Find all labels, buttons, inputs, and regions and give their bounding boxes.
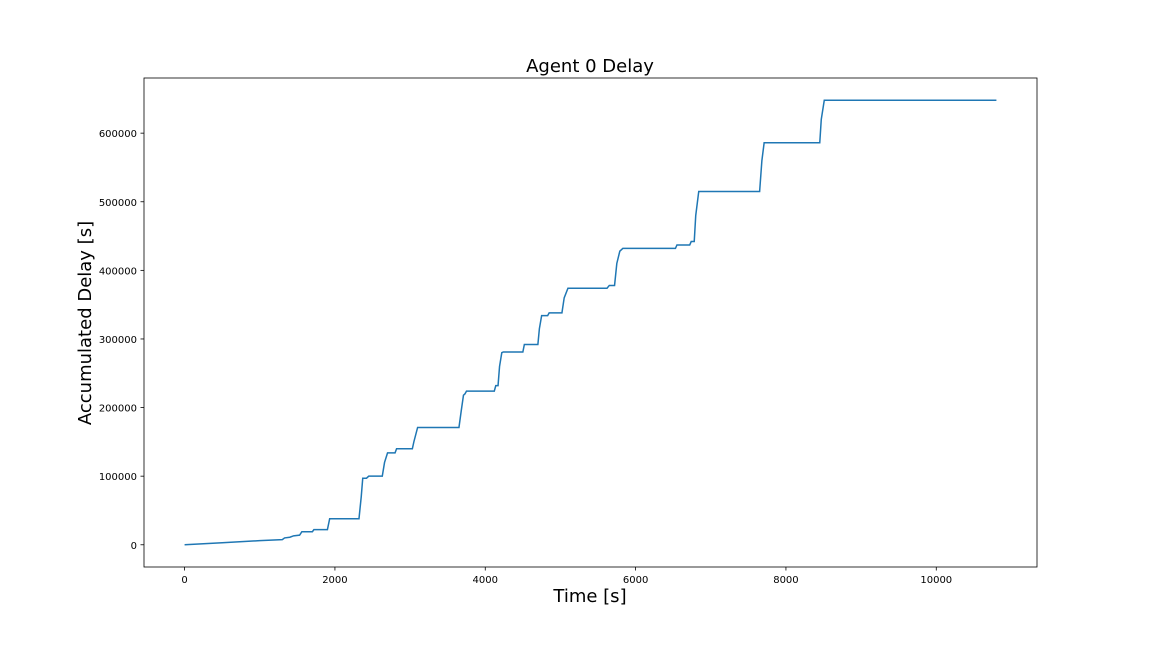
chart-title: Agent 0 Delay	[526, 56, 654, 77]
y-tick-label: 600000	[99, 129, 137, 140]
y-tick-label: 500000	[99, 198, 137, 209]
axes-frame	[143, 77, 1038, 568]
x-tick-label: 4000	[473, 575, 498, 586]
y-tick-label: 200000	[99, 404, 137, 415]
data-line	[184, 99, 997, 546]
y-tick-label: 300000	[99, 335, 137, 346]
x-axis-label: Time [s]	[552, 586, 626, 607]
x-tick-label: 10000	[920, 575, 952, 586]
y-tick-label: 100000	[99, 472, 137, 483]
y-tick-label: 0	[131, 541, 137, 552]
y-tick-label: 400000	[99, 266, 137, 277]
x-tick-label: 6000	[623, 575, 648, 586]
x-tick-label: 0	[181, 575, 187, 586]
x-tick-label: 8000	[773, 575, 798, 586]
y-axis-label: Accumulated Delay [s]	[75, 221, 96, 425]
x-tick-label: 2000	[322, 575, 347, 586]
